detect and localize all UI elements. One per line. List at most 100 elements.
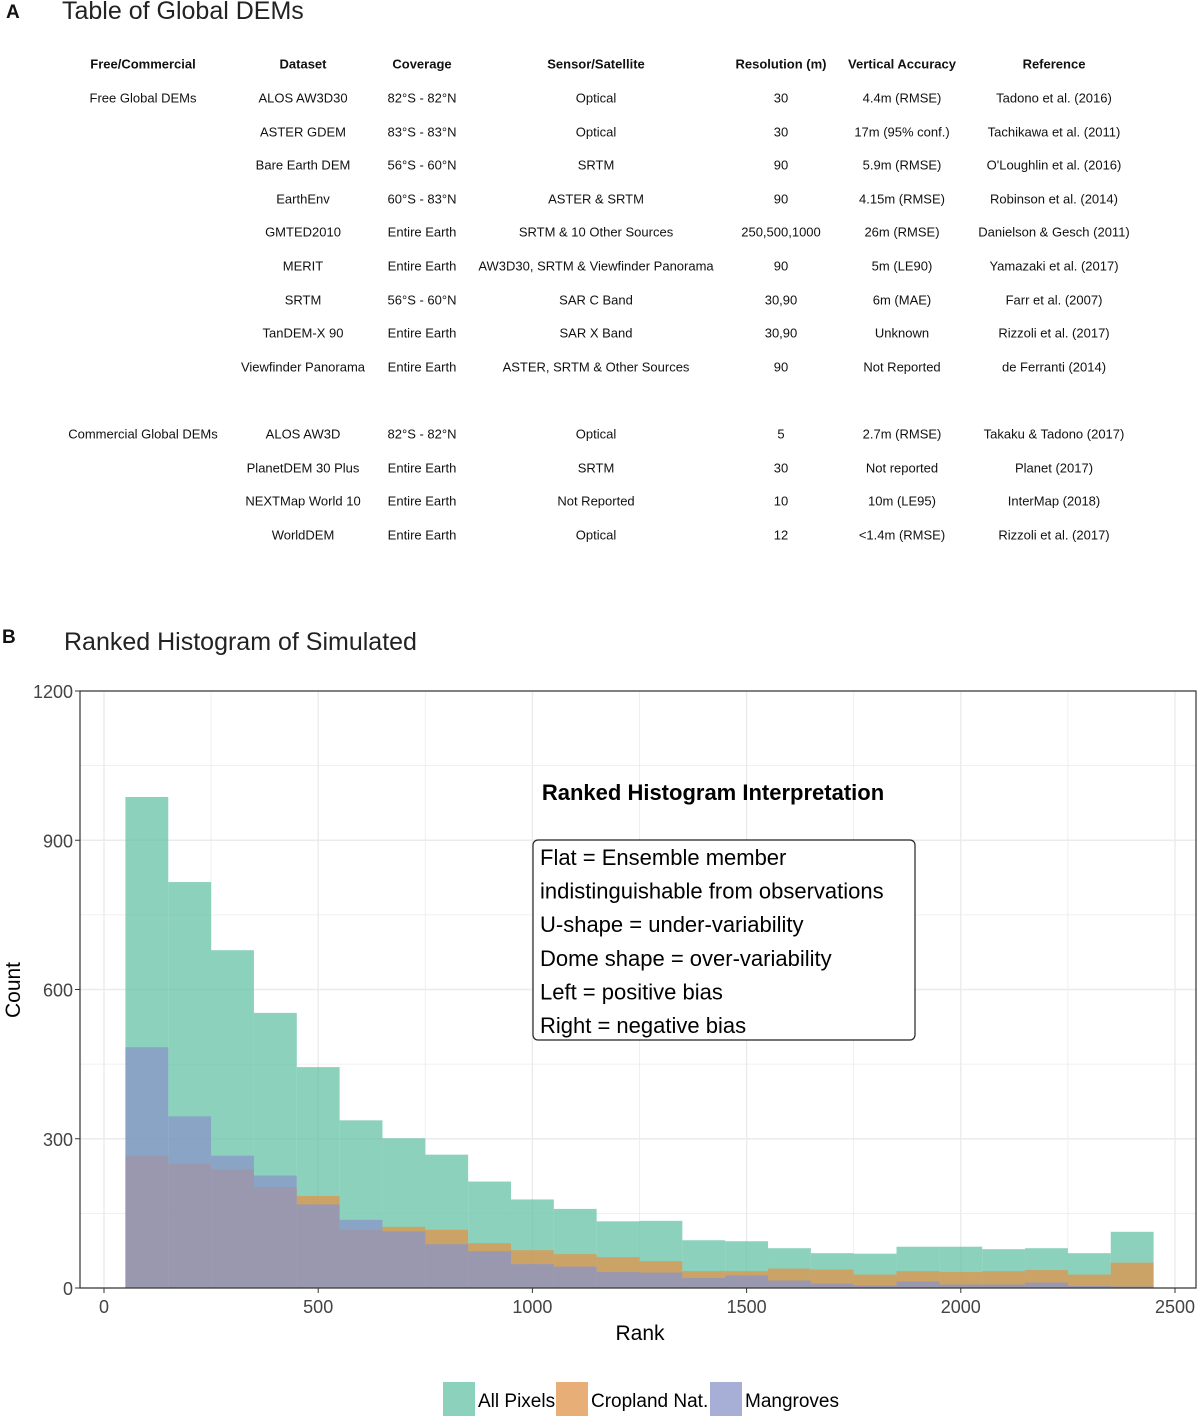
- cell-free-commercial: Commercial Global DEMs: [68, 426, 218, 442]
- cell-sensor: SRTM: [577, 460, 615, 476]
- cell-dataset: NEXTMap World 10: [245, 493, 361, 509]
- bar-mangroves: [725, 1275, 769, 1288]
- cell-dataset: ASTER GDEM: [260, 124, 346, 140]
- cell-coverage: 83°S - 83°N: [387, 124, 457, 140]
- bar-mangroves: [253, 1175, 297, 1288]
- cell-vertical-accuracy: 5m (LE90): [871, 258, 933, 274]
- cell-coverage: 60°S - 83°N: [387, 191, 457, 207]
- cell-vertical-accuracy: 6m (MAE): [872, 292, 932, 308]
- bar-mangroves: [982, 1284, 1026, 1288]
- cell-coverage: Entire Earth: [387, 460, 457, 476]
- bar-mangroves: [853, 1285, 897, 1288]
- cell-resolution: 30,90: [764, 292, 798, 308]
- cell-vertical-accuracy: 4.4m (RMSE): [862, 90, 942, 106]
- cell-dataset: WorldDEM: [271, 527, 335, 543]
- legend-label: Cropland Nat.: [591, 1391, 708, 1412]
- legend-swatch: [556, 1382, 588, 1416]
- table-title: Table of Global DEMs: [62, 0, 304, 25]
- bar-mangroves: [810, 1283, 854, 1288]
- cell-resolution: 30: [773, 90, 789, 106]
- column-header-coverage: Coverage: [392, 56, 452, 72]
- cell-dataset: EarthEnv: [276, 191, 330, 207]
- cell-resolution: 30,90: [764, 325, 798, 341]
- cell-coverage: Entire Earth: [387, 493, 457, 509]
- cell-vertical-accuracy: 17m (95% conf.): [854, 124, 950, 140]
- cell-resolution: 12: [773, 527, 789, 543]
- bar-cropland-nat: [1067, 1274, 1111, 1288]
- bar-mangroves: [510, 1264, 554, 1288]
- cell-resolution: 90: [773, 359, 789, 375]
- bar-cropland-nat: [982, 1271, 1026, 1288]
- cell-sensor: AW3D30, SRTM & Viewfinder Panorama: [478, 258, 714, 274]
- cell-dataset: ALOS AW3D: [265, 426, 341, 442]
- bar-mangroves: [939, 1284, 983, 1288]
- bar-mangroves: [553, 1266, 597, 1288]
- panel-b-label: B: [2, 627, 16, 648]
- cell-sensor: SAR X Band: [559, 325, 633, 341]
- cell-resolution: 90: [773, 258, 789, 274]
- cell-reference: Rizzoli et al. (2017): [998, 325, 1110, 341]
- cell-reference: Rizzoli et al. (2017): [998, 527, 1110, 543]
- x-tick-label: 500: [303, 1297, 333, 1317]
- panel-a-label: A: [6, 2, 20, 23]
- bar-cropland-nat: [1110, 1262, 1154, 1288]
- cell-dataset: PlanetDEM 30 Plus: [246, 460, 360, 476]
- legend-label: All Pixels: [478, 1391, 555, 1412]
- cell-vertical-accuracy: Unknown: [874, 325, 930, 341]
- cell-dataset: SRTM: [284, 292, 322, 308]
- cell-sensor: ASTER, SRTM & Other Sources: [502, 359, 690, 375]
- bar-cropland-nat: [853, 1274, 897, 1288]
- cell-sensor: Optical: [575, 90, 617, 106]
- cell-dataset: TanDEM-X 90: [262, 325, 344, 341]
- bar-mangroves: [896, 1281, 940, 1288]
- cell-vertical-accuracy: 5.9m (RMSE): [862, 157, 942, 173]
- cell-reference: Planet (2017): [1014, 460, 1094, 476]
- chart-title: Ranked Histogram of Simulated: [64, 628, 417, 656]
- cell-dataset: GMTED2010: [265, 224, 341, 240]
- annotation-line: Right = negative bias: [540, 1013, 746, 1038]
- cell-sensor: SRTM: [577, 157, 615, 173]
- cell-reference: Tadono et al. (2016): [996, 90, 1112, 106]
- cell-sensor: Optical: [575, 527, 617, 543]
- cell-coverage: Entire Earth: [387, 325, 457, 341]
- cell-reference: Takaku & Tadono (2017): [983, 426, 1125, 442]
- x-tick-label: 2500: [1155, 1297, 1195, 1317]
- annotation-line: indistinguishable from observations: [540, 879, 884, 904]
- cell-coverage: 56°S - 60°N: [387, 157, 457, 173]
- annotation-line: U-shape = under-variability: [540, 912, 804, 937]
- bar-mangroves: [596, 1272, 640, 1288]
- cell-sensor: ASTER & SRTM: [548, 191, 644, 207]
- cell-reference: Tachikawa et al. (2011): [987, 124, 1121, 140]
- cell-coverage: 56°S - 60°N: [387, 292, 457, 308]
- bar-mangroves: [1110, 1286, 1154, 1288]
- bar-mangroves: [425, 1244, 469, 1288]
- annotation-box: [532, 839, 916, 1041]
- cell-vertical-accuracy: <1.4m (RMSE): [858, 527, 946, 543]
- bar-mangroves: [382, 1231, 426, 1288]
- cell-reference: Danielson & Gesch (2011): [978, 224, 1130, 240]
- y-tick-label: 1200: [33, 682, 73, 702]
- cell-coverage: Entire Earth: [387, 258, 457, 274]
- bar-mangroves: [1025, 1282, 1068, 1288]
- legend-swatch: [710, 1382, 742, 1416]
- cell-vertical-accuracy: 10m (LE95): [868, 493, 936, 509]
- y-tick-label: 600: [43, 981, 73, 1001]
- legend-swatch: [443, 1382, 475, 1416]
- bar-mangroves: [296, 1204, 340, 1288]
- x-tick-label: 0: [99, 1297, 109, 1317]
- bar-mangroves: [168, 1116, 212, 1288]
- bar-mangroves: [125, 1047, 169, 1288]
- cell-coverage: Entire Earth: [387, 224, 457, 240]
- cell-sensor: SAR C Band: [559, 292, 633, 308]
- cell-resolution: 30: [773, 460, 789, 476]
- annotation-line: Flat = Ensemble member: [540, 845, 786, 870]
- bar-cropland-nat: [810, 1269, 854, 1288]
- column-header-sensor: Sensor/Satellite: [547, 56, 645, 72]
- column-header-vertical-accuracy: Vertical Accuracy: [848, 56, 956, 72]
- y-tick-label: 300: [43, 1130, 73, 1150]
- bar-mangroves: [211, 1155, 254, 1288]
- bar-mangroves: [682, 1278, 726, 1288]
- cell-resolution: 10: [773, 493, 789, 509]
- column-header-free-commercial: Free/Commercial: [90, 56, 196, 72]
